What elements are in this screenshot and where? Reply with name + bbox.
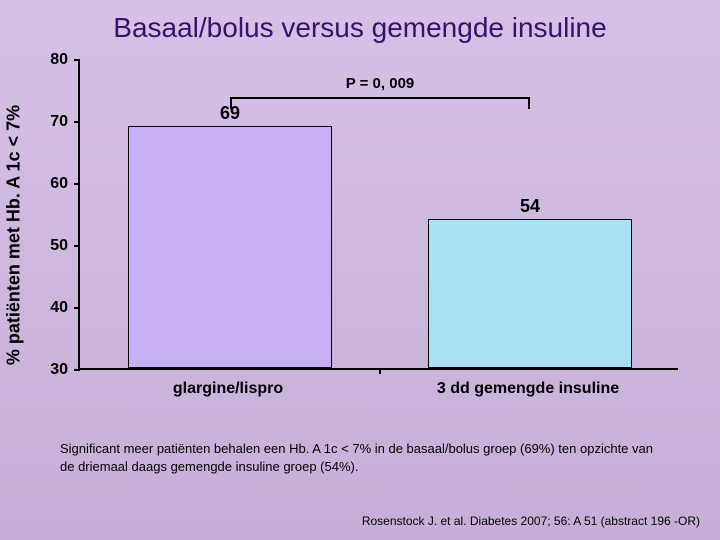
bar-value-label: 54 (520, 196, 540, 217)
p-value-label: P = 0, 009 (346, 75, 415, 92)
y-tick (74, 369, 80, 371)
bar (428, 219, 632, 368)
y-tick (74, 59, 80, 61)
slide-title: Basaal/bolus versus gemengde insuline (0, 0, 720, 50)
citation-text: Rosenstock J. et al. Diabetes 2007; 56: … (362, 514, 700, 528)
chart: % patiënten met Hb. A 1c < 7% 3040506070… (48, 60, 688, 410)
y-tick-label: 60 (50, 175, 68, 193)
y-tick (74, 183, 80, 185)
y-tick (74, 307, 80, 309)
y-tick-label: 30 (50, 361, 68, 379)
y-tick (74, 121, 80, 123)
y-tick-label: 50 (50, 237, 68, 255)
y-tick-label: 70 (50, 113, 68, 131)
x-category-label: glargine/lispro (173, 380, 283, 398)
p-bracket (230, 97, 530, 99)
y-tick-label: 40 (50, 299, 68, 317)
x-category-label: 3 dd gemengde insuline (437, 380, 619, 398)
bar (128, 126, 332, 368)
x-tick (379, 368, 381, 374)
y-tick (74, 245, 80, 247)
y-axis-label: % patiënten met Hb. A 1c < 7% (4, 105, 25, 365)
y-tick-label: 80 (50, 51, 68, 69)
plot-area: 3040506070806954P = 0, 009 (78, 60, 678, 370)
caption-text: Significant meer patiënten behalen een H… (60, 440, 660, 475)
